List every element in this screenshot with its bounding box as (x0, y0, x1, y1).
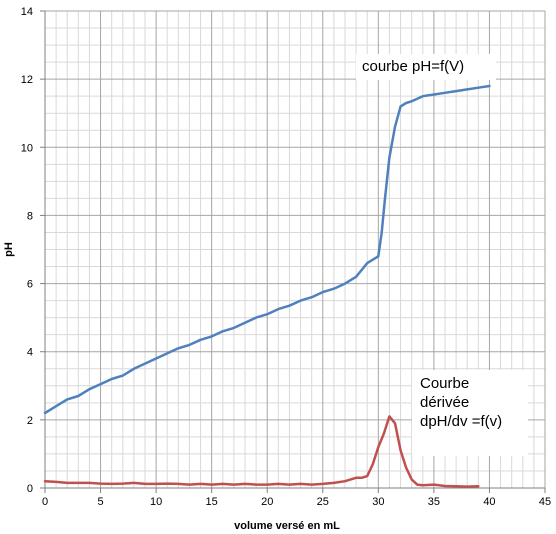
annotation-derivative-line-3: dpH/dv =f(v) (420, 413, 503, 430)
y-tick-labels: 0 2 4 6 8 10 12 14 (21, 6, 33, 495)
annotation-ph-curve: courbe pH=f(V) (356, 54, 496, 80)
annotation-derivative-line-2: dérivée (420, 394, 470, 411)
x-tick-label: 5 (97, 496, 103, 508)
y-axis-title: pH (3, 242, 15, 257)
annotation-ph-text: courbe pH=f(V) (362, 58, 465, 75)
x-tick-labels: 0 5 10 15 20 25 30 35 40 45 (42, 496, 551, 508)
x-tick-label: 45 (539, 496, 551, 508)
y-tick-label: 14 (21, 6, 33, 18)
series-lines (43, 84, 491, 488)
annotation-derivative-line-1: Courbe (420, 375, 470, 392)
x-tick-label: 35 (428, 496, 440, 508)
y-tick-label: 0 (27, 483, 33, 495)
x-tick-label: 30 (372, 496, 384, 508)
annotation-derivative-curve: Courbe dérivée dpH/dv =f(v) (412, 370, 528, 456)
axes (40, 10, 546, 493)
x-tick-label: 10 (150, 496, 162, 508)
x-tick-label: 15 (206, 496, 218, 508)
x-axis-title: volume versé en mL (234, 520, 340, 532)
y-tick-label: 12 (21, 74, 33, 86)
y-tick-label: 2 (27, 415, 33, 427)
y-tick-label: 10 (21, 142, 33, 154)
x-tick-label: 0 (42, 496, 48, 508)
y-tick-label: 6 (27, 279, 33, 291)
y-tick-label: 8 (27, 210, 33, 222)
series-derivative-line (43, 415, 480, 488)
x-tick-label: 40 (483, 496, 495, 508)
series-ph-line (43, 84, 491, 415)
x-tick-label: 20 (261, 496, 273, 508)
y-tick-label: 4 (27, 347, 33, 359)
x-tick-label: 25 (317, 496, 329, 508)
